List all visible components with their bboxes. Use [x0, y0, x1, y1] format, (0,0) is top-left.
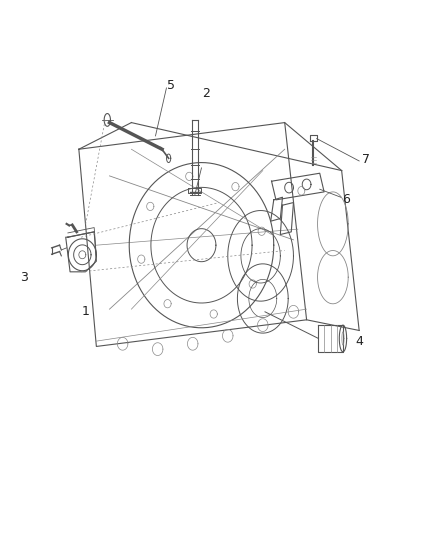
Text: 5: 5 — [167, 79, 175, 92]
Text: 4: 4 — [355, 335, 363, 348]
Text: 1: 1 — [81, 305, 89, 318]
Text: 3: 3 — [20, 271, 28, 284]
Text: 2: 2 — [202, 87, 210, 100]
Text: 7: 7 — [362, 154, 370, 166]
Text: 6: 6 — [342, 193, 350, 206]
